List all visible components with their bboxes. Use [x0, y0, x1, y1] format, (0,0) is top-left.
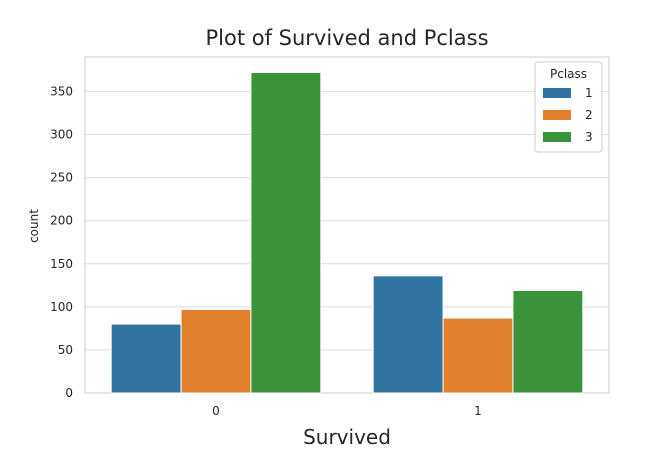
- legend-box: [534, 61, 603, 153]
- bar-survived-1-pclass-1: [372, 275, 444, 394]
- bar-survived-1-pclass-3: [512, 289, 584, 394]
- legend-swatch-1: [543, 88, 571, 98]
- legend: Pclass 1 2 3: [534, 61, 603, 153]
- legend-label-3: 3: [585, 130, 593, 144]
- y-tick-label: 300: [50, 128, 73, 142]
- y-tick-labels: 0 50 100 150 200 250 300 350: [50, 84, 73, 400]
- x-tick-label: 1: [474, 404, 482, 418]
- x-tick-label: 0: [212, 404, 220, 418]
- y-tick-label: 150: [50, 257, 73, 271]
- legend-swatch-2: [543, 110, 571, 120]
- legend-label-2: 2: [585, 108, 593, 122]
- y-tick-label: 250: [50, 171, 73, 185]
- y-tick-label: 350: [50, 84, 73, 98]
- bar-survived-0-pclass-1: [110, 323, 182, 394]
- y-tick-label: 100: [50, 300, 73, 314]
- x-axis-label: Survived: [303, 425, 391, 449]
- bar-survived-1-pclass-2: [442, 317, 514, 394]
- chart-title: Plot of Survived and Pclass: [205, 26, 488, 50]
- bars: [110, 72, 584, 394]
- legend-swatch-3: [543, 132, 571, 142]
- y-axis-label: count: [27, 209, 41, 243]
- bar-survived-0-pclass-2: [180, 308, 252, 394]
- bar-survived-0-pclass-3: [250, 72, 322, 394]
- y-tick-label: 200: [50, 214, 73, 228]
- y-tick-label: 0: [65, 386, 73, 400]
- legend-title: Pclass: [550, 67, 587, 81]
- plot-frame: [84, 56, 610, 394]
- y-tick-label: 50: [58, 343, 73, 357]
- legend-label-1: 1: [585, 86, 593, 100]
